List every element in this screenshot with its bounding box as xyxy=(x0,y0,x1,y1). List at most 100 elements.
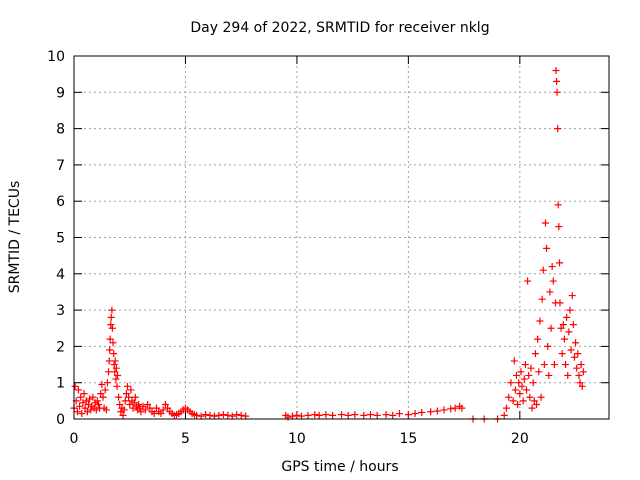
data-point xyxy=(141,406,149,414)
data-point xyxy=(557,324,565,332)
y-axis-title: SRMTID / TECUs xyxy=(7,181,23,294)
data-point xyxy=(86,395,94,403)
data-point xyxy=(541,219,549,227)
data-point xyxy=(110,361,118,369)
data-point xyxy=(193,411,201,419)
data-point xyxy=(563,313,571,321)
data-point xyxy=(119,411,127,419)
data-point xyxy=(447,405,455,413)
x-tick-label: 5 xyxy=(181,431,190,447)
data-point xyxy=(553,88,561,96)
data-point xyxy=(113,371,121,379)
data-point xyxy=(521,361,529,369)
data-point xyxy=(99,393,107,401)
data-point xyxy=(528,404,536,412)
data-point xyxy=(93,397,101,405)
data-point xyxy=(418,408,426,416)
y-tick-label: 0 xyxy=(56,412,65,428)
y-tick-label: 7 xyxy=(56,158,65,174)
data-point xyxy=(315,411,323,419)
data-point xyxy=(565,328,573,336)
data-point xyxy=(152,404,160,412)
data-point xyxy=(131,393,139,401)
data-point xyxy=(125,393,133,401)
data-point xyxy=(554,125,562,133)
data-point xyxy=(146,404,154,412)
data-point xyxy=(556,299,564,307)
data-point xyxy=(537,393,545,401)
data-point xyxy=(576,379,584,387)
y-tick-label: 6 xyxy=(56,194,65,210)
y-tick-label: 5 xyxy=(56,231,65,247)
data-point xyxy=(570,353,578,361)
data-point xyxy=(546,288,554,296)
data-point xyxy=(535,368,543,376)
data-point xyxy=(544,342,552,350)
data-point xyxy=(237,411,245,419)
data-point xyxy=(559,321,567,329)
data-point xyxy=(322,411,330,419)
data-point xyxy=(105,357,113,365)
data-point xyxy=(74,386,82,394)
data-point xyxy=(505,393,513,401)
y-tick-label: 3 xyxy=(56,303,65,319)
data-point xyxy=(540,361,548,369)
data-point xyxy=(101,386,109,394)
data-point xyxy=(210,412,218,420)
data-point xyxy=(206,411,214,419)
data-point xyxy=(553,77,561,85)
x-tick-label: 20 xyxy=(511,431,529,447)
data-point xyxy=(242,412,250,420)
data-point xyxy=(107,313,115,321)
data-point xyxy=(157,410,165,418)
data-point xyxy=(81,404,89,412)
data-point xyxy=(228,412,236,420)
data-point xyxy=(577,361,585,369)
data-point xyxy=(106,346,114,354)
data-point xyxy=(344,411,352,419)
data-point xyxy=(105,368,113,376)
data-point xyxy=(197,412,205,420)
data-point xyxy=(555,223,563,231)
data-point xyxy=(389,411,397,419)
data-point xyxy=(539,266,547,274)
y-tick-label: 2 xyxy=(56,339,65,355)
data-point xyxy=(519,397,527,405)
data-point xyxy=(159,406,167,414)
data-points xyxy=(70,67,587,423)
data-point xyxy=(564,371,572,379)
data-point xyxy=(562,361,570,369)
data-point xyxy=(520,375,528,383)
data-point xyxy=(112,364,120,372)
data-point xyxy=(126,400,134,408)
data-point xyxy=(579,368,587,376)
data-point xyxy=(524,277,532,285)
data-point xyxy=(297,412,305,420)
data-point xyxy=(382,411,390,419)
data-point xyxy=(500,411,508,419)
data-point xyxy=(215,411,223,419)
data-point xyxy=(95,400,103,408)
data-point xyxy=(89,393,97,401)
data-point xyxy=(411,410,419,418)
data-point xyxy=(543,244,551,252)
data-point xyxy=(115,393,123,401)
data-point xyxy=(538,295,546,303)
data-point xyxy=(137,408,145,416)
data-point xyxy=(560,335,568,343)
data-point xyxy=(433,407,441,415)
data-point xyxy=(233,411,241,419)
data-point xyxy=(111,357,119,365)
data-point xyxy=(120,406,128,414)
data-point xyxy=(567,346,575,354)
data-point xyxy=(509,397,517,405)
data-point xyxy=(515,379,523,387)
data-point xyxy=(122,390,130,398)
data-point xyxy=(130,399,138,407)
data-point xyxy=(502,404,510,412)
data-point xyxy=(569,321,577,329)
data-point xyxy=(554,201,562,209)
data-point xyxy=(135,400,143,408)
data-point xyxy=(536,317,544,325)
